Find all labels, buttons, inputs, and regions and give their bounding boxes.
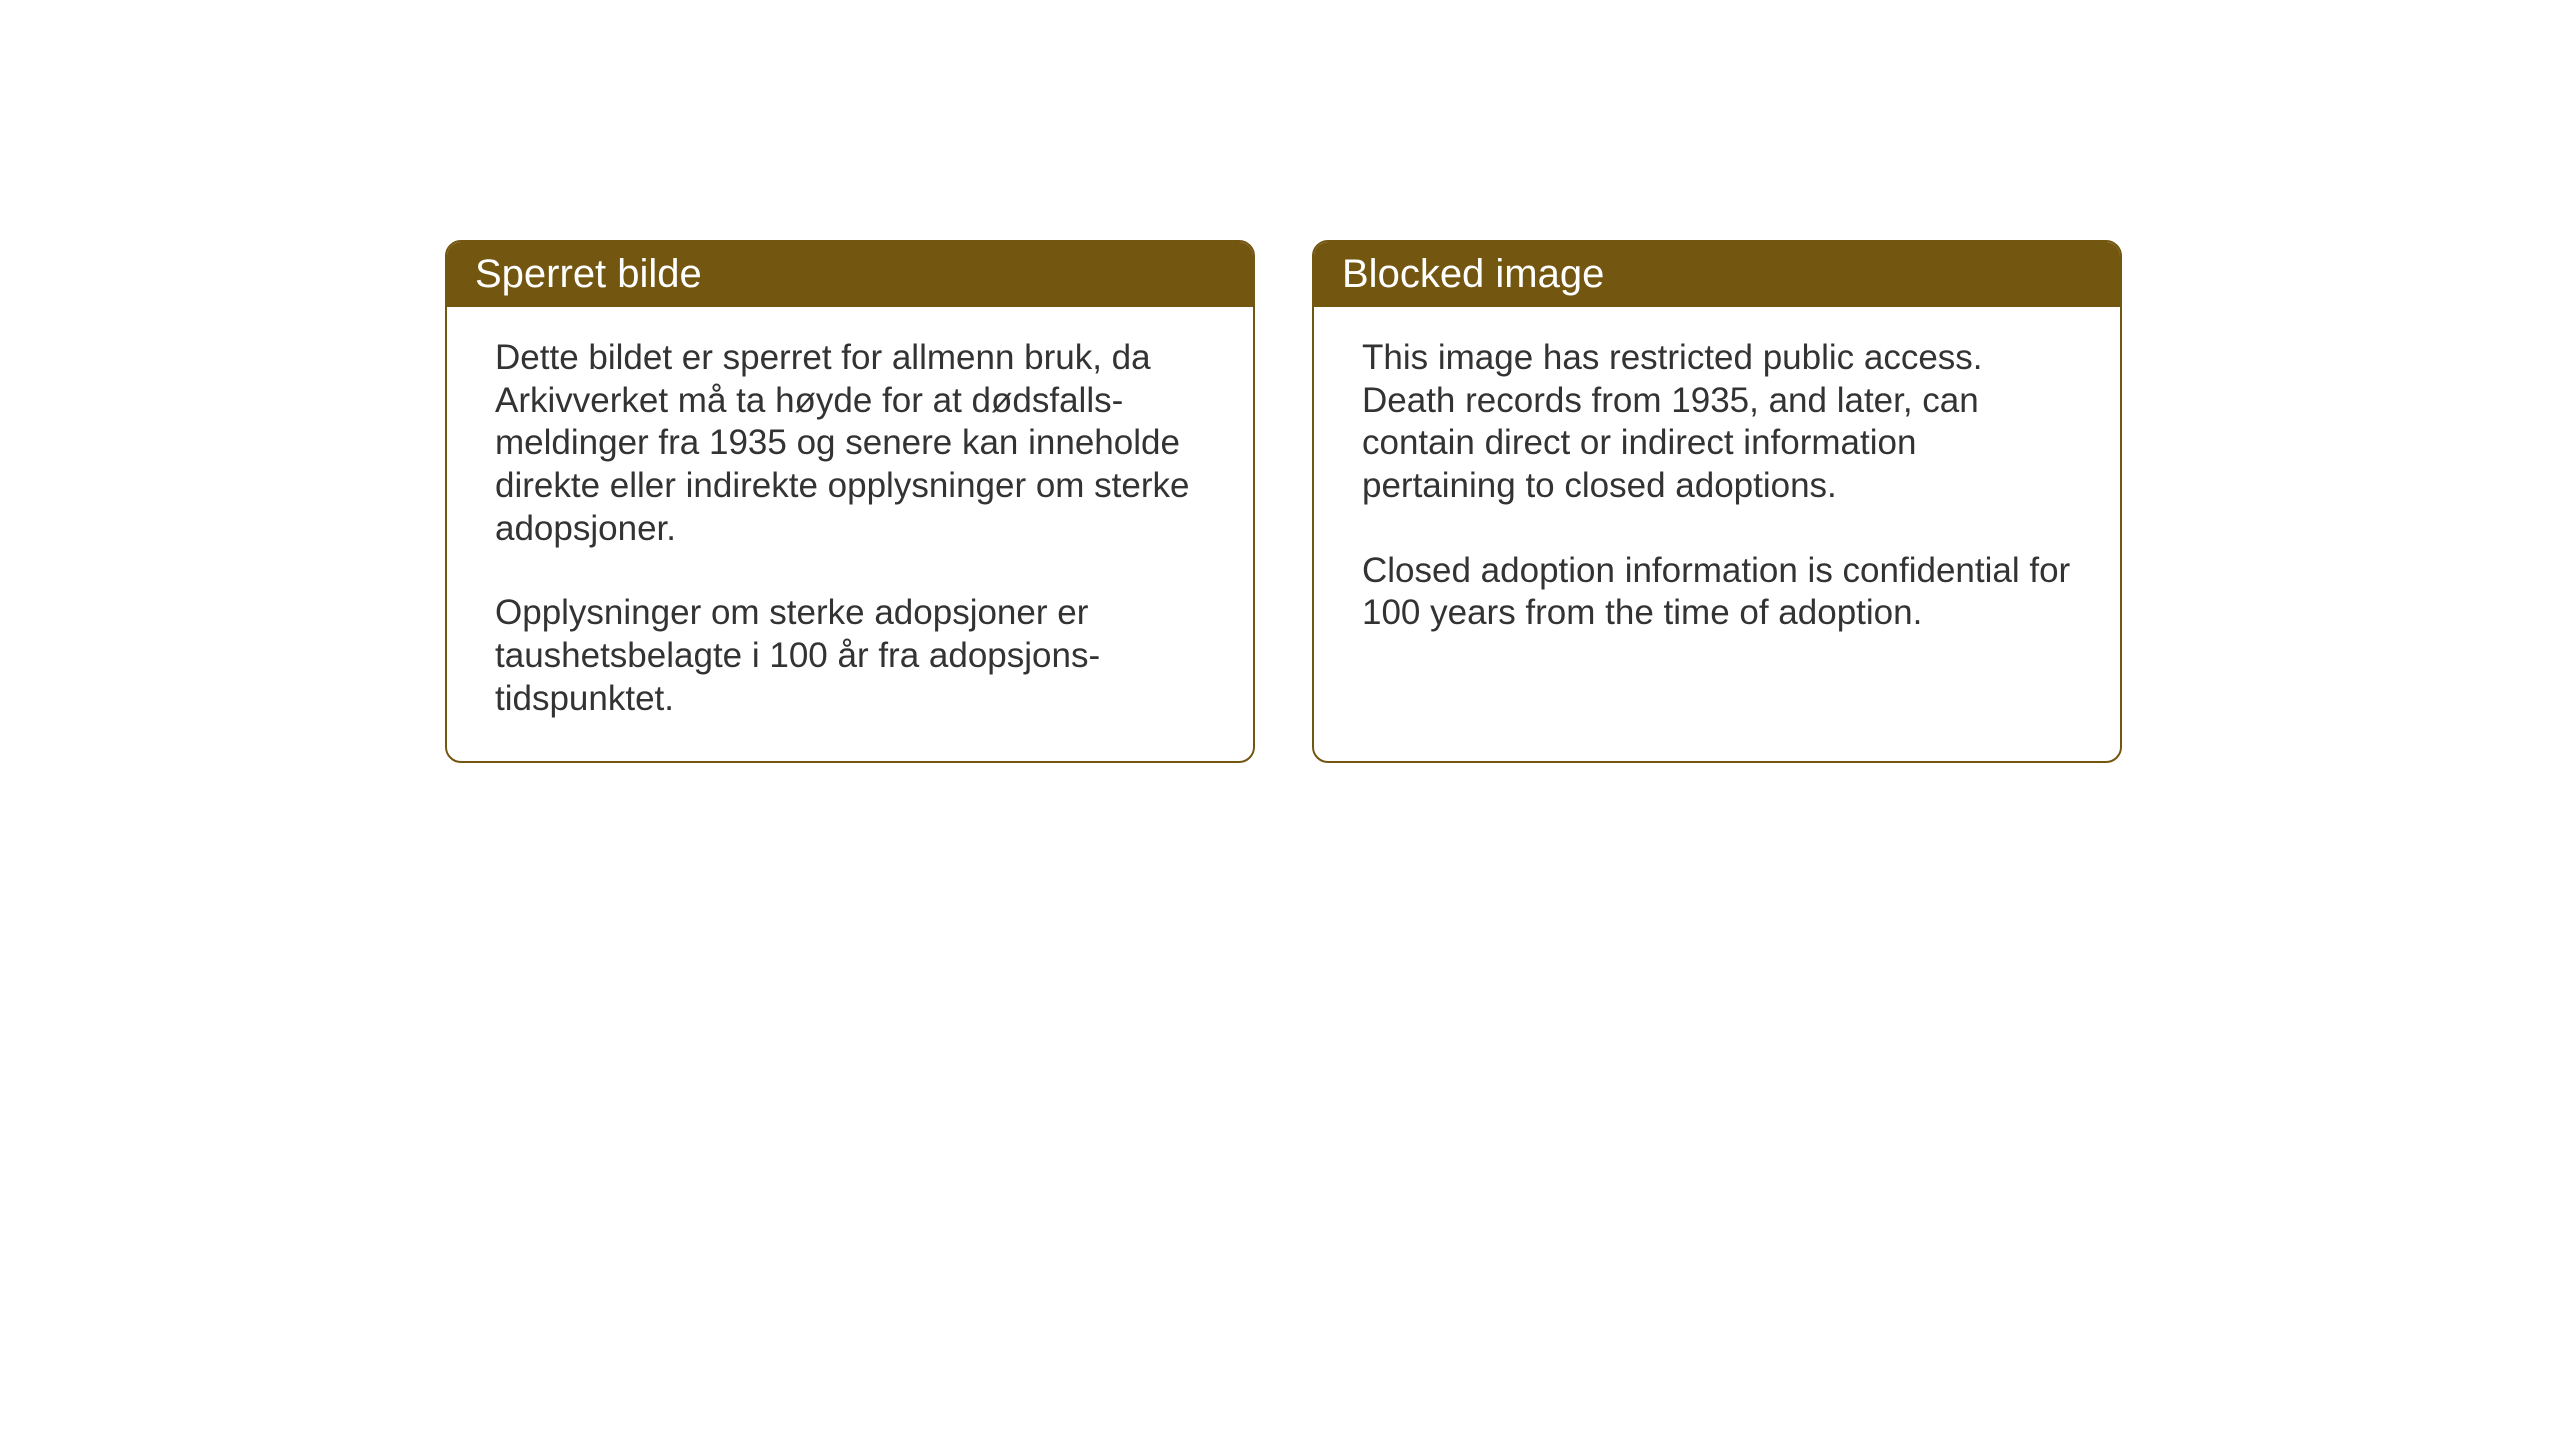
notice-paragraph-2-norwegian: Opplysninger om sterke adopsjoner er tau… <box>495 592 1205 720</box>
notice-box-english: Blocked image This image has restricted … <box>1312 240 2122 763</box>
notice-box-norwegian: Sperret bilde Dette bildet er sperret fo… <box>445 240 1255 763</box>
notice-body-english: This image has restricted public access.… <box>1314 307 2120 675</box>
notice-body-norwegian: Dette bildet er sperret for allmenn bruk… <box>447 307 1253 761</box>
notice-title-norwegian: Sperret bilde <box>447 242 1253 307</box>
notice-paragraph-1-english: This image has restricted public access.… <box>1362 337 2072 508</box>
notice-title-english: Blocked image <box>1314 242 2120 307</box>
notice-paragraph-1-norwegian: Dette bildet er sperret for allmenn bruk… <box>495 337 1205 550</box>
notice-container: Sperret bilde Dette bildet er sperret fo… <box>445 240 2122 763</box>
notice-paragraph-2-english: Closed adoption information is confident… <box>1362 550 2072 635</box>
